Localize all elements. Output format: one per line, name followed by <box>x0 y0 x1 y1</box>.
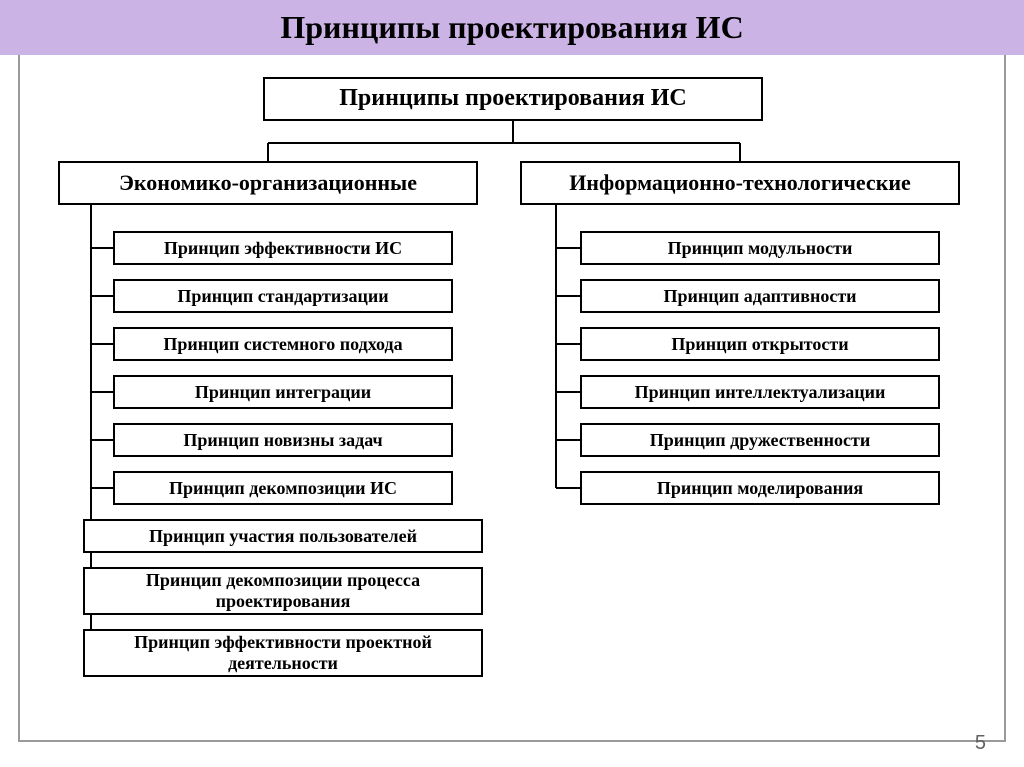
slide-title: Принципы проектирования ИС <box>280 9 743 46</box>
item-node-info-0: Принцип модульности <box>580 231 940 265</box>
item-node-info-4: Принцип дружественности <box>580 423 940 457</box>
item-node-info-3: Принцип интеллектуализации <box>580 375 940 409</box>
item-node-info-1: Принцип адаптивности <box>580 279 940 313</box>
item-node-econ-1: Принцип стандартизации <box>113 279 453 313</box>
item-node-econ-8: Принцип эффективности проектной деятельн… <box>83 629 483 677</box>
item-node-econ-4: Принцип новизны задач <box>113 423 453 457</box>
hierarchy-diagram: Принципы проектирования ИС Экономико-орга… <box>18 55 1006 742</box>
item-node-econ-2: Принцип системного подхода <box>113 327 453 361</box>
item-node-econ-3: Принцип интеграции <box>113 375 453 409</box>
slide-number: 5 <box>975 732 986 755</box>
item-node-econ-0: Принцип эффективности ИС <box>113 231 453 265</box>
item-node-info-2: Принцип открытости <box>580 327 940 361</box>
category-node-econ: Экономико-организационные <box>58 161 478 205</box>
root-node: Принципы проектирования ИС <box>263 77 763 121</box>
category-node-info: Информационно-технологические <box>520 161 960 205</box>
title-bar: Принципы проектирования ИС <box>0 0 1024 55</box>
item-node-econ-6: Принцип участия пользователей <box>83 519 483 553</box>
item-node-info-5: Принцип моделирования <box>580 471 940 505</box>
item-node-econ-5: Принцип декомпозиции ИС <box>113 471 453 505</box>
item-node-econ-7: Принцип декомпозиции процесса проектиров… <box>83 567 483 615</box>
